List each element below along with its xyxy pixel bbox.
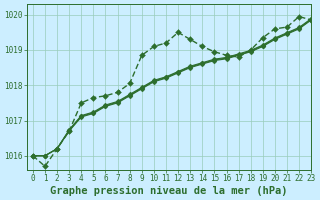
X-axis label: Graphe pression niveau de la mer (hPa): Graphe pression niveau de la mer (hPa) xyxy=(50,186,288,196)
